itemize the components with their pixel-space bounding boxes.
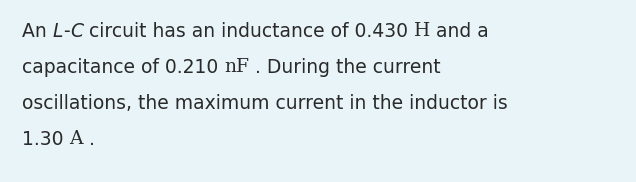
Text: H: H bbox=[414, 22, 430, 40]
Text: nF: nF bbox=[225, 58, 249, 76]
Text: 1.30: 1.30 bbox=[22, 130, 69, 149]
Text: oscillations, the maximum current in the inductor is: oscillations, the maximum current in the… bbox=[22, 94, 508, 113]
Text: -: - bbox=[63, 22, 70, 41]
Text: capacitance of 0.210: capacitance of 0.210 bbox=[22, 58, 225, 77]
Text: circuit has an inductance of 0.430: circuit has an inductance of 0.430 bbox=[83, 22, 414, 41]
Text: and a: and a bbox=[430, 22, 489, 41]
Text: An: An bbox=[22, 22, 53, 41]
Text: A: A bbox=[69, 130, 83, 148]
Text: . During the current: . During the current bbox=[249, 58, 441, 77]
Text: L: L bbox=[53, 22, 63, 41]
Text: .: . bbox=[83, 130, 95, 149]
Text: C: C bbox=[70, 22, 83, 41]
